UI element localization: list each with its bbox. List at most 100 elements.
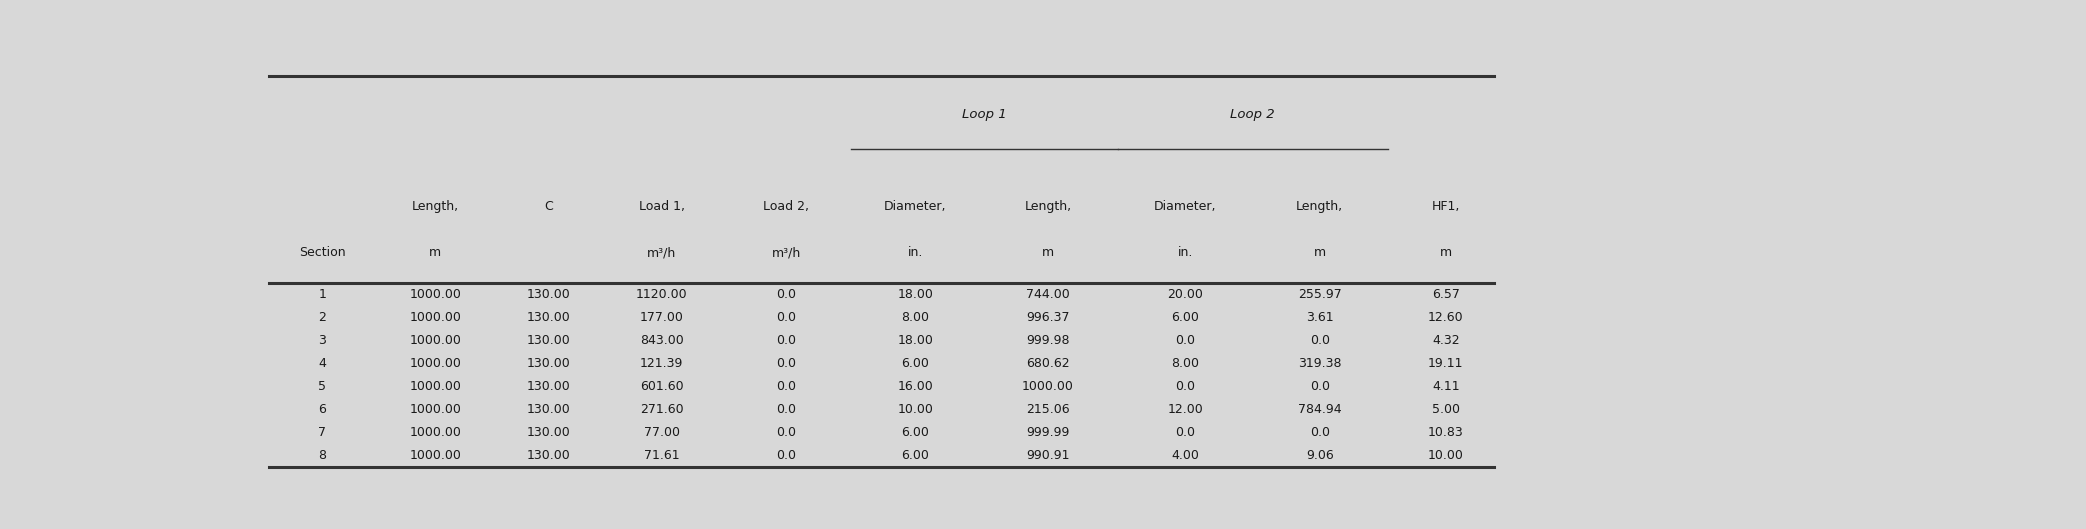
Text: 0.0: 0.0 — [1310, 334, 1329, 347]
Text: 1000.00: 1000.00 — [409, 288, 461, 302]
Text: 2: 2 — [319, 311, 325, 324]
Text: 8.00: 8.00 — [901, 311, 930, 324]
Text: 0.0: 0.0 — [776, 449, 797, 462]
Text: 1000.00: 1000.00 — [409, 449, 461, 462]
Text: m: m — [430, 247, 442, 259]
Text: Load 1,: Load 1, — [638, 199, 684, 213]
Text: 0.0: 0.0 — [776, 403, 797, 416]
Text: 6.00: 6.00 — [1172, 311, 1199, 324]
Text: m³/h: m³/h — [772, 247, 801, 259]
Text: 7: 7 — [319, 426, 325, 439]
Text: 996.37: 996.37 — [1026, 311, 1070, 324]
Text: 0.0: 0.0 — [776, 334, 797, 347]
Text: 1000.00: 1000.00 — [409, 357, 461, 370]
Text: Loop 2: Loop 2 — [1231, 108, 1275, 121]
Text: 130.00: 130.00 — [526, 311, 569, 324]
Text: Length,: Length, — [1024, 199, 1072, 213]
Text: 680.62: 680.62 — [1026, 357, 1070, 370]
Text: 1000.00: 1000.00 — [409, 403, 461, 416]
Text: 784.94: 784.94 — [1297, 403, 1341, 416]
Text: 12.60: 12.60 — [1429, 311, 1464, 324]
Text: in.: in. — [907, 247, 924, 259]
Text: 0.0: 0.0 — [776, 380, 797, 393]
Text: 215.06: 215.06 — [1026, 403, 1070, 416]
Text: 0.0: 0.0 — [1310, 426, 1329, 439]
Text: 10.83: 10.83 — [1429, 426, 1464, 439]
Text: 601.60: 601.60 — [640, 380, 684, 393]
Text: m: m — [1314, 247, 1327, 259]
Text: 18.00: 18.00 — [897, 288, 932, 302]
Text: Section: Section — [298, 247, 346, 259]
Text: 130.00: 130.00 — [526, 380, 569, 393]
Text: 1000.00: 1000.00 — [409, 380, 461, 393]
Text: 0.0: 0.0 — [1177, 380, 1195, 393]
Text: 6.00: 6.00 — [901, 357, 930, 370]
Text: 16.00: 16.00 — [897, 380, 932, 393]
Text: 271.60: 271.60 — [640, 403, 684, 416]
Text: 1120.00: 1120.00 — [636, 288, 688, 302]
Text: 0.0: 0.0 — [1177, 334, 1195, 347]
Text: 6.00: 6.00 — [901, 449, 930, 462]
Text: 130.00: 130.00 — [526, 426, 569, 439]
Text: Loop 1: Loop 1 — [962, 108, 1008, 121]
Text: 0.0: 0.0 — [776, 311, 797, 324]
Text: HF1,: HF1, — [1431, 199, 1460, 213]
Text: 744.00: 744.00 — [1026, 288, 1070, 302]
Text: 9.06: 9.06 — [1306, 449, 1333, 462]
Text: 319.38: 319.38 — [1297, 357, 1341, 370]
Text: 5.00: 5.00 — [1431, 403, 1460, 416]
Text: 4: 4 — [319, 357, 325, 370]
Text: 4.00: 4.00 — [1172, 449, 1199, 462]
Text: 1000.00: 1000.00 — [1022, 380, 1074, 393]
Text: 3.61: 3.61 — [1306, 311, 1333, 324]
Text: 843.00: 843.00 — [640, 334, 684, 347]
Text: 71.61: 71.61 — [645, 449, 680, 462]
Text: 0.0: 0.0 — [1177, 426, 1195, 439]
Text: m: m — [1043, 247, 1053, 259]
Text: 130.00: 130.00 — [526, 449, 569, 462]
Text: 4.11: 4.11 — [1431, 380, 1460, 393]
Text: 3: 3 — [319, 334, 325, 347]
Text: 1000.00: 1000.00 — [409, 311, 461, 324]
Text: 12.00: 12.00 — [1168, 403, 1204, 416]
Text: 1000.00: 1000.00 — [409, 334, 461, 347]
Text: 1: 1 — [319, 288, 325, 302]
Text: m: m — [1439, 247, 1452, 259]
Text: 20.00: 20.00 — [1168, 288, 1204, 302]
Text: 6.00: 6.00 — [901, 426, 930, 439]
Text: 19.11: 19.11 — [1429, 357, 1464, 370]
Text: Length,: Length, — [1295, 199, 1343, 213]
Text: 8.00: 8.00 — [1172, 357, 1199, 370]
Text: 4.32: 4.32 — [1431, 334, 1460, 347]
Text: 130.00: 130.00 — [526, 334, 569, 347]
Text: 177.00: 177.00 — [640, 311, 684, 324]
Text: 999.99: 999.99 — [1026, 426, 1070, 439]
Text: m³/h: m³/h — [647, 247, 676, 259]
Text: Diameter,: Diameter, — [884, 199, 947, 213]
Text: 77.00: 77.00 — [645, 426, 680, 439]
Text: 10.00: 10.00 — [897, 403, 932, 416]
Text: 0.0: 0.0 — [1310, 380, 1329, 393]
Text: 130.00: 130.00 — [526, 357, 569, 370]
Text: in.: in. — [1179, 247, 1193, 259]
Text: 121.39: 121.39 — [640, 357, 684, 370]
Text: C: C — [544, 199, 553, 213]
Text: 130.00: 130.00 — [526, 288, 569, 302]
Text: 10.00: 10.00 — [1427, 449, 1464, 462]
Text: 5: 5 — [319, 380, 325, 393]
Text: 0.0: 0.0 — [776, 357, 797, 370]
Text: Load 2,: Load 2, — [763, 199, 809, 213]
Text: 255.97: 255.97 — [1297, 288, 1341, 302]
Text: 130.00: 130.00 — [526, 403, 569, 416]
Text: 6.57: 6.57 — [1431, 288, 1460, 302]
Text: 999.98: 999.98 — [1026, 334, 1070, 347]
Text: 8: 8 — [319, 449, 325, 462]
Text: 6: 6 — [319, 403, 325, 416]
Text: 18.00: 18.00 — [897, 334, 932, 347]
Text: Diameter,: Diameter, — [1154, 199, 1216, 213]
Text: 0.0: 0.0 — [776, 288, 797, 302]
Text: 1000.00: 1000.00 — [409, 426, 461, 439]
Text: 0.0: 0.0 — [776, 426, 797, 439]
Text: Length,: Length, — [411, 199, 459, 213]
Text: 990.91: 990.91 — [1026, 449, 1070, 462]
